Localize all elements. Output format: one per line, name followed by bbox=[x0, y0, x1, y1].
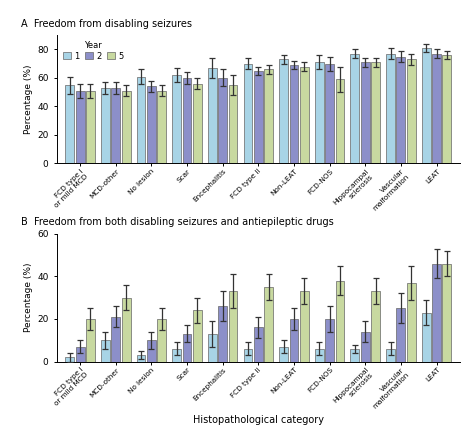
Bar bbox=[315, 349, 324, 362]
Bar bbox=[336, 280, 345, 362]
Bar bbox=[325, 319, 334, 362]
Bar bbox=[157, 319, 166, 362]
Bar bbox=[101, 340, 110, 362]
Bar bbox=[172, 75, 181, 163]
Bar bbox=[422, 48, 431, 163]
Text: A  Freedom from disabling seizures: A Freedom from disabling seizures bbox=[21, 19, 191, 29]
Bar bbox=[279, 347, 288, 362]
Bar bbox=[218, 78, 227, 163]
Bar bbox=[279, 60, 288, 163]
Bar bbox=[350, 54, 359, 163]
Bar bbox=[336, 79, 345, 163]
Bar bbox=[122, 298, 130, 362]
Bar bbox=[396, 56, 405, 163]
Bar bbox=[407, 283, 416, 362]
Bar bbox=[386, 349, 395, 362]
X-axis label: Histopathological category: Histopathological category bbox=[193, 415, 324, 426]
Bar bbox=[122, 91, 130, 163]
Bar bbox=[244, 64, 253, 163]
Bar bbox=[371, 291, 380, 362]
Bar bbox=[254, 328, 263, 362]
Bar bbox=[325, 64, 334, 163]
Bar bbox=[101, 88, 110, 163]
Bar bbox=[386, 54, 395, 163]
Bar bbox=[396, 308, 405, 362]
Bar bbox=[172, 349, 181, 362]
Text: B  Freedom from both disabling seizures and antiepileptic drugs: B Freedom from both disabling seizures a… bbox=[21, 217, 333, 227]
Bar bbox=[264, 287, 273, 362]
Bar bbox=[228, 85, 237, 163]
Bar bbox=[182, 334, 191, 362]
Bar bbox=[65, 85, 74, 163]
Bar bbox=[407, 60, 416, 163]
Bar bbox=[182, 78, 191, 163]
Bar bbox=[361, 62, 370, 163]
Y-axis label: Percentage (%): Percentage (%) bbox=[24, 263, 33, 333]
Bar bbox=[228, 291, 237, 362]
Bar bbox=[422, 313, 431, 362]
Bar bbox=[111, 317, 120, 362]
Bar bbox=[244, 349, 253, 362]
Bar bbox=[315, 62, 324, 163]
Bar bbox=[208, 334, 217, 362]
Bar bbox=[443, 55, 451, 163]
Bar bbox=[371, 62, 380, 163]
Bar bbox=[350, 349, 359, 362]
Bar bbox=[86, 91, 95, 163]
Bar bbox=[147, 86, 156, 163]
Bar bbox=[157, 91, 166, 163]
Bar bbox=[111, 88, 120, 163]
Bar bbox=[290, 65, 299, 163]
Y-axis label: Percentage (%): Percentage (%) bbox=[24, 64, 33, 134]
Bar bbox=[65, 357, 74, 362]
Bar bbox=[147, 340, 156, 362]
Bar bbox=[193, 310, 202, 362]
Bar bbox=[75, 91, 84, 163]
Bar bbox=[254, 71, 263, 163]
Bar bbox=[443, 264, 451, 362]
Bar bbox=[432, 264, 441, 362]
Legend: 1, 2, 5: 1, 2, 5 bbox=[61, 39, 125, 63]
Bar bbox=[300, 67, 309, 163]
Bar bbox=[86, 319, 95, 362]
Bar bbox=[218, 306, 227, 362]
Bar bbox=[208, 68, 217, 163]
Bar bbox=[290, 319, 299, 362]
Bar bbox=[432, 54, 441, 163]
Bar bbox=[193, 84, 202, 163]
Bar bbox=[264, 69, 273, 163]
Bar bbox=[137, 77, 146, 163]
Bar bbox=[361, 332, 370, 362]
Bar bbox=[75, 347, 84, 362]
Bar bbox=[300, 291, 309, 362]
Bar bbox=[137, 355, 146, 362]
